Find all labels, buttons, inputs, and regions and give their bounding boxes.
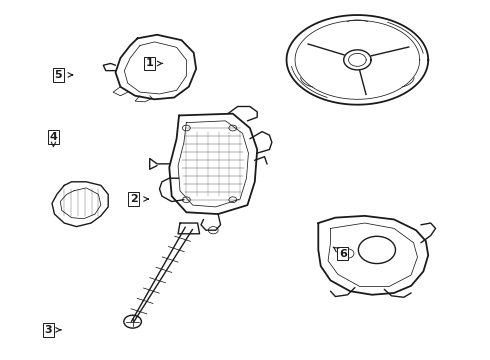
- Text: 5: 5: [54, 70, 62, 80]
- Text: 3: 3: [45, 325, 52, 335]
- Text: 1: 1: [146, 58, 153, 68]
- Text: 6: 6: [339, 248, 346, 258]
- Text: 2: 2: [130, 194, 138, 204]
- Text: 4: 4: [49, 132, 57, 142]
